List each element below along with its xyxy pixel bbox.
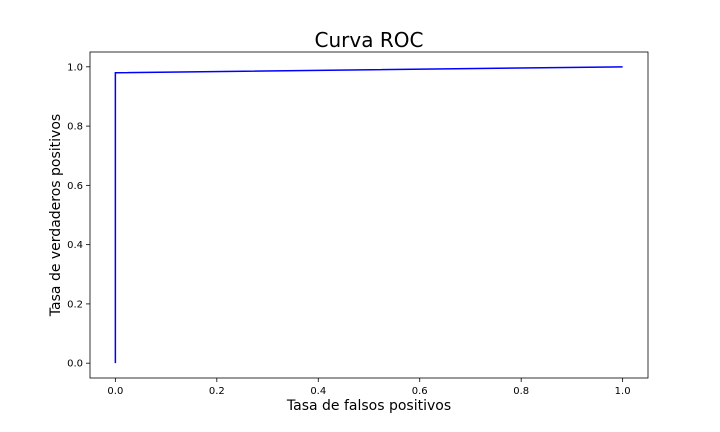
y-axis-label: Tasa de verdaderos positivos [48, 114, 64, 317]
roc-curve-line [114, 66, 623, 364]
y-tick-label: 0.8 [67, 122, 83, 133]
x-axis-ticks: 0.0 0.2 0.4 0.6 0.8 1.0 [107, 378, 631, 397]
x-tick-label: 0.8 [513, 386, 529, 397]
series-layer [114, 66, 623, 364]
y-axis-ticks: 0.0 0.2 0.4 0.6 0.8 1.0 [67, 62, 90, 370]
x-tick-label: 0.0 [107, 386, 123, 397]
y-tick-label: 0.0 [67, 359, 83, 370]
x-axis-label: Tasa de falsos positivos [286, 398, 451, 414]
y-tick-label: 0.2 [67, 299, 83, 310]
y-tick-label: 1.0 [67, 62, 83, 73]
x-tick-label: 0.2 [209, 386, 225, 397]
x-tick-label: 0.6 [412, 386, 428, 397]
plot-area-frame [89, 51, 649, 379]
chart-title: Curva ROC [315, 28, 424, 52]
y-tick-label: 0.6 [67, 181, 83, 192]
x-tick-label: 1.0 [615, 386, 631, 397]
y-tick-label: 0.4 [67, 240, 83, 251]
x-tick-label: 0.4 [310, 386, 326, 397]
